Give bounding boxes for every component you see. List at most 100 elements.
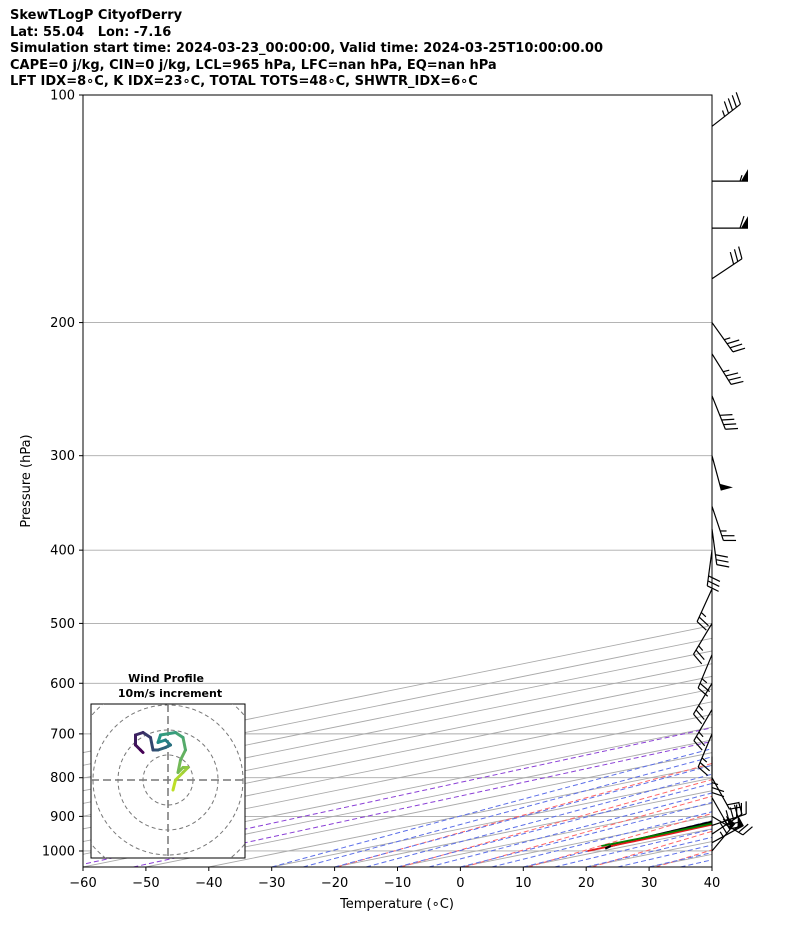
wind-barb-feather (723, 101, 730, 114)
parcel-line (610, 820, 712, 848)
title-latlon: Lat: 55.04 Lon: -7.16 (10, 24, 172, 40)
wind-barb (697, 733, 713, 776)
title-times: Simulation start time: 2024-03-23_00:00:… (10, 41, 603, 57)
dry-adiabat (591, 830, 712, 867)
moist-adiabat (491, 811, 712, 867)
moist-adiabat (397, 782, 712, 867)
wind-barb-staff (692, 682, 713, 715)
wind-barb-feather (726, 801, 740, 806)
cape-shading (610, 821, 712, 847)
wind-barb-staff (692, 623, 713, 655)
x-tick-label: −30 (258, 876, 285, 891)
wind-barb (706, 550, 721, 592)
cape-cin-area (610, 821, 712, 847)
isotherm-gridline (83, 701, 712, 830)
hodograph-title: Wind Profile (128, 672, 204, 685)
wind-barb-feather (699, 682, 711, 693)
moist-adiabat (711, 866, 712, 867)
x-axis: −60 −50 −40 −30 −20 −10 0 10 20 30 40 (69, 867, 720, 891)
wind-barb-staff (697, 733, 713, 768)
wind-barb-staff (711, 455, 722, 491)
x-tick-label: 40 (704, 876, 721, 891)
chart-header: SkewTLogP CityofDerry Lat: 55.04 Lon: -7.… (10, 8, 603, 91)
dry-adiabat (464, 795, 712, 867)
wind-barb-feather (725, 372, 739, 377)
moist-adiabat (617, 844, 712, 867)
wind-barb-feather (735, 92, 741, 105)
y-axis-label: Pressure (hPa) (19, 434, 34, 527)
isotherm-gridline (586, 841, 712, 867)
title-station: SkewTLogP CityofDerry (10, 8, 183, 23)
moist-adiabat (460, 801, 712, 867)
dry-adiabat (783, 95, 794, 867)
moist-adiabat (523, 820, 712, 867)
wind-barbs (692, 92, 753, 852)
wind-barb-half-feather (739, 174, 743, 182)
wind-barb-staff (706, 550, 713, 586)
wind-barb (711, 797, 743, 830)
wind-barb-feather (727, 98, 734, 111)
wind-barb-feather (719, 413, 733, 416)
wind-barb-feather (695, 735, 706, 747)
isotherm-gridline (523, 828, 712, 867)
wind-barb-feather (708, 575, 721, 583)
wind-barb (711, 814, 744, 844)
wind-barb-feather (721, 418, 735, 421)
isotherm-gridline (83, 663, 712, 792)
wind-barb-feather (732, 347, 746, 353)
wind-barb-feather (728, 376, 741, 381)
x-tick-label: 10 (515, 876, 532, 891)
wind-barb-feather (696, 621, 707, 631)
wind-barb-half-feather (722, 369, 730, 373)
y-tick-label: 100 (50, 89, 75, 104)
y-tick-label: 200 (50, 316, 75, 331)
wind-barb-half-feather (701, 678, 708, 684)
wind-barb (693, 709, 713, 751)
wind-barb (711, 506, 737, 542)
wind-barb-staff (711, 506, 724, 541)
hodograph-segment (179, 748, 187, 762)
dry-adiabat (528, 812, 712, 867)
wind-barb-feather (695, 709, 705, 720)
wind-barb-half-feather (701, 757, 708, 763)
wind-barb (711, 528, 730, 568)
wind-barb-feather (729, 806, 743, 810)
wind-barb-feather (729, 807, 735, 820)
wind-barb-feather (726, 339, 740, 345)
wind-barb-half-feather (698, 705, 704, 711)
wind-barb (711, 92, 741, 127)
hodograph-segment (176, 758, 182, 774)
wind-barb (711, 353, 744, 385)
y-tick-label: 800 (50, 771, 75, 786)
x-tick-label: 20 (578, 876, 595, 891)
wind-barb-feather (729, 825, 743, 830)
x-tick-label: −60 (69, 876, 96, 891)
wind-barb-feather (695, 649, 705, 660)
wind-barb-half-feather (700, 612, 707, 618)
mixing-ratio-line (133, 740, 712, 867)
wind-barb-half-feather (698, 645, 704, 651)
moist-adiabat (648, 852, 712, 867)
wind-barb-feather (723, 423, 737, 426)
y-axis: 1000 900 800 700 600 500 400 300 200 100 (42, 89, 83, 859)
isotherm-gridline (711, 866, 712, 867)
wind-barb-feather (739, 215, 745, 229)
wind-barb-staff (711, 322, 734, 353)
hodograph-plot (91, 704, 245, 858)
wind-barb-feather (733, 249, 739, 262)
wind-barb-feather (725, 810, 731, 823)
isotherm-gridline (397, 803, 712, 867)
wind-barb-feather (738, 823, 749, 833)
hodograph-segment (171, 778, 177, 792)
isotherm-gridline (208, 764, 712, 867)
hodograph-inset: Wind Profile 10m/s increment (90, 672, 246, 859)
wind-barb (712, 169, 748, 182)
moist-adiabat (303, 756, 712, 867)
wind-barb-feather (697, 687, 709, 697)
wind-barb-staff (696, 588, 713, 622)
moist-adiabat (428, 792, 712, 867)
x-tick-label: −40 (195, 876, 222, 891)
wind-barb-feather (724, 817, 738, 821)
hodograph-segment (149, 736, 155, 752)
